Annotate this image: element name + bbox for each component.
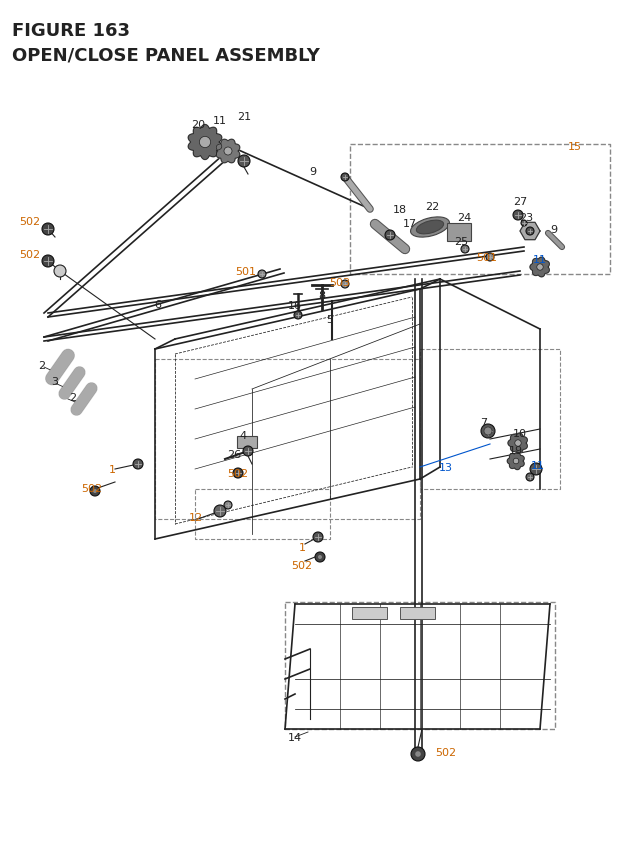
Text: 17: 17 [403,219,417,229]
Text: 27: 27 [513,197,527,207]
Polygon shape [216,140,240,164]
Circle shape [54,266,66,278]
Text: 503: 503 [330,278,351,288]
Circle shape [42,224,54,236]
Circle shape [200,137,211,148]
Ellipse shape [410,218,449,238]
Text: 501: 501 [236,267,257,276]
FancyBboxPatch shape [237,437,257,449]
Polygon shape [520,223,540,240]
Text: 7: 7 [481,418,488,428]
Text: 502: 502 [19,217,40,226]
Circle shape [238,156,250,168]
Text: 25: 25 [454,237,468,247]
FancyBboxPatch shape [447,224,471,242]
Text: 14: 14 [288,732,302,742]
Text: 6: 6 [154,300,161,310]
Text: 11: 11 [531,461,545,470]
Text: 19: 19 [509,445,523,455]
Text: 8: 8 [319,291,326,300]
Text: 9: 9 [309,167,317,177]
Bar [352,607,387,619]
Polygon shape [508,434,527,453]
Circle shape [341,281,349,288]
Text: 2: 2 [69,393,77,403]
Polygon shape [188,126,222,160]
Circle shape [484,428,492,436]
Circle shape [93,489,97,493]
Text: 24: 24 [457,213,471,223]
Circle shape [133,460,143,469]
Circle shape [526,474,534,481]
Polygon shape [530,258,549,277]
Circle shape [521,220,527,226]
Text: 13: 13 [439,462,453,473]
Text: 2: 2 [38,361,45,370]
Circle shape [224,148,232,156]
Circle shape [481,424,495,438]
Text: 22: 22 [425,201,439,212]
Text: 5: 5 [326,314,333,325]
Circle shape [42,256,54,268]
Circle shape [214,505,226,517]
Circle shape [315,553,325,562]
Text: 502: 502 [227,468,248,479]
Circle shape [513,211,523,220]
Circle shape [513,459,519,464]
Circle shape [530,463,542,475]
Text: 20: 20 [191,120,205,130]
Circle shape [294,312,302,319]
Ellipse shape [417,221,444,234]
Text: 11: 11 [533,255,547,264]
Circle shape [461,245,469,254]
Text: 502: 502 [435,747,456,757]
Circle shape [385,231,395,241]
Circle shape [526,228,534,236]
Circle shape [224,501,232,510]
Text: 502: 502 [19,250,40,260]
Bar [400,607,435,619]
Text: OPEN/CLOSE PANEL ASSEMBLY: OPEN/CLOSE PANEL ASSEMBLY [12,46,320,64]
Circle shape [90,486,100,497]
Text: FIGURE 163: FIGURE 163 [12,22,130,40]
Text: 12: 12 [189,512,203,523]
Polygon shape [508,453,524,470]
Text: 4: 4 [239,430,246,441]
Circle shape [415,752,421,757]
Text: 501: 501 [477,253,497,263]
Text: 15: 15 [568,142,582,152]
Text: 10: 10 [513,429,527,438]
Text: 21: 21 [237,112,251,122]
Text: 23: 23 [519,213,533,223]
Text: 18: 18 [393,205,407,214]
Text: 9: 9 [550,225,557,235]
Text: 1: 1 [109,464,115,474]
Circle shape [486,254,494,262]
Circle shape [243,447,253,456]
Text: 502: 502 [81,483,102,493]
Text: 3: 3 [51,376,58,387]
Circle shape [537,264,543,271]
Text: 16: 16 [288,300,302,311]
Circle shape [411,747,425,761]
Text: 502: 502 [291,561,312,570]
Circle shape [341,174,349,182]
Circle shape [233,468,243,479]
Circle shape [313,532,323,542]
Circle shape [318,555,322,560]
Circle shape [515,440,521,447]
Text: 26: 26 [227,449,241,460]
Text: 11: 11 [213,116,227,126]
Text: 1: 1 [298,542,305,553]
Circle shape [258,270,266,279]
